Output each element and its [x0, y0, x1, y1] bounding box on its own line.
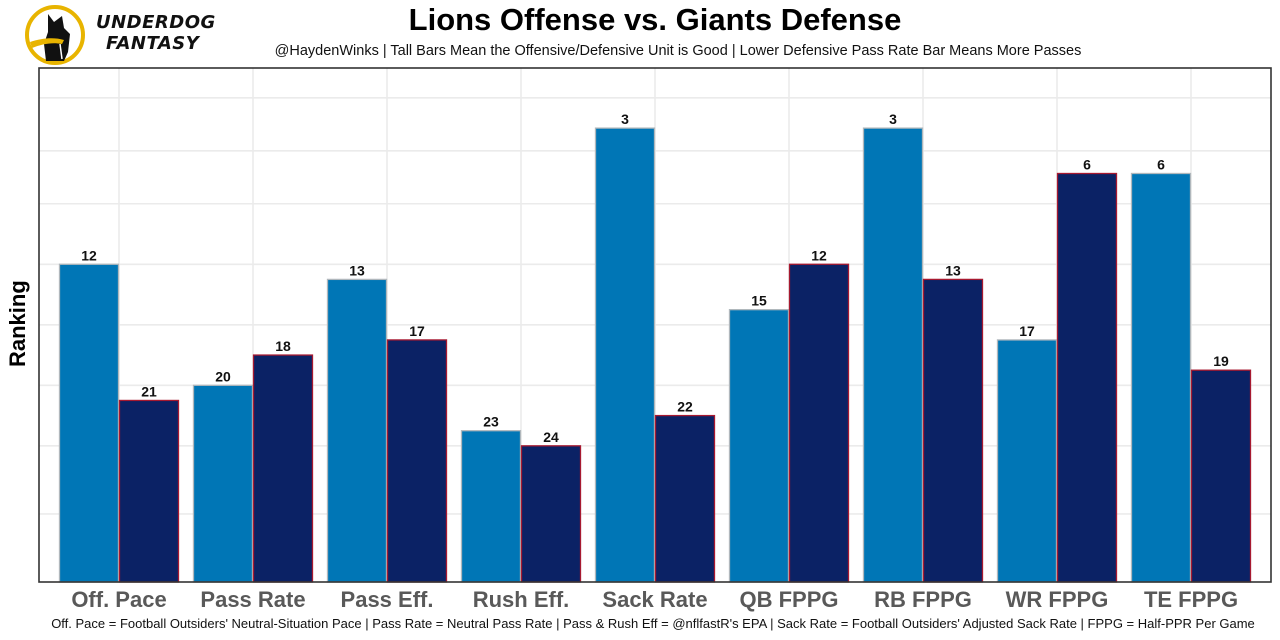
- category-label: WR FPPG: [1006, 587, 1109, 612]
- value-label-offense: 17: [1019, 323, 1035, 339]
- bar-defense: [252, 354, 314, 583]
- value-label-offense: 3: [621, 111, 629, 127]
- bar-defense: [118, 399, 180, 583]
- value-label-defense: 21: [141, 383, 157, 399]
- bar-defense: [654, 414, 716, 583]
- category-label: TE FPPG: [1144, 587, 1238, 612]
- chart-subtitle: @HaydenWinks | Tall Bars Mean the Offens…: [274, 43, 1082, 59]
- bar-offense: [996, 339, 1058, 583]
- bar-defense: [520, 445, 582, 583]
- underdog-fantasy-logo: UNDERDOG FANTASY: [24, 4, 264, 65]
- logo-text-line1: UNDERDOG: [96, 12, 216, 33]
- value-label-defense: 22: [677, 399, 693, 415]
- bars: [58, 127, 1252, 583]
- value-label-offense: 6: [1157, 156, 1165, 172]
- category-label: RB FPPG: [874, 587, 972, 612]
- bar-defense: [922, 278, 984, 583]
- category-label: Pass Eff.: [341, 587, 434, 612]
- logo-text-line2: FANTASY: [106, 33, 200, 54]
- value-labels: 12 21 20 18 13 17 23 24 3 22 15 12 3 13 17 6 6 19: [81, 111, 1229, 445]
- bar-defense: [386, 339, 448, 583]
- value-label-offense: 12: [81, 247, 97, 263]
- bar-defense: [1190, 369, 1252, 583]
- underdog-dog-icon: [25, 5, 85, 65]
- bar-defense: [1056, 172, 1118, 583]
- bar-offense: [192, 384, 254, 583]
- category-label: QB FPPG: [739, 587, 838, 612]
- chart-title: Lions Offense vs. Giants Defense: [408, 2, 902, 37]
- bar-offense: [58, 263, 120, 583]
- bar-offense: [1130, 172, 1192, 583]
- value-label-defense: 13: [945, 262, 961, 278]
- bar-defense: [788, 263, 850, 583]
- value-label-offense: 3: [889, 111, 897, 127]
- category-label: Off. Pace: [71, 587, 166, 612]
- bar-offense: [862, 127, 924, 583]
- value-label-defense: 12: [811, 247, 827, 263]
- category-label: Pass Rate: [200, 587, 305, 612]
- bar-offense: [594, 127, 656, 583]
- bar-offense: [326, 278, 388, 583]
- category-label: Sack Rate: [602, 587, 707, 612]
- value-label-offense: 13: [349, 262, 365, 278]
- value-label-offense: 20: [215, 368, 231, 384]
- value-label-defense: 17: [409, 323, 425, 339]
- chart-caption: Off. Pace = Football Outsiders' Neutral-…: [51, 616, 1255, 631]
- value-label-defense: 18: [275, 338, 291, 354]
- value-label-offense: 15: [751, 293, 767, 309]
- value-label-offense: 23: [483, 414, 499, 430]
- category-labels: Off. Pace Pass Rate Pass Eff. Rush Eff. Sack…: [71, 587, 1238, 612]
- bar-offense: [460, 430, 522, 583]
- value-label-defense: 24: [543, 429, 559, 445]
- value-label-defense: 19: [1213, 353, 1229, 369]
- bar-offense: [728, 309, 790, 583]
- category-label: Rush Eff.: [473, 587, 570, 612]
- panel-border: [38, 67, 1272, 583]
- value-label-defense: 6: [1083, 156, 1091, 172]
